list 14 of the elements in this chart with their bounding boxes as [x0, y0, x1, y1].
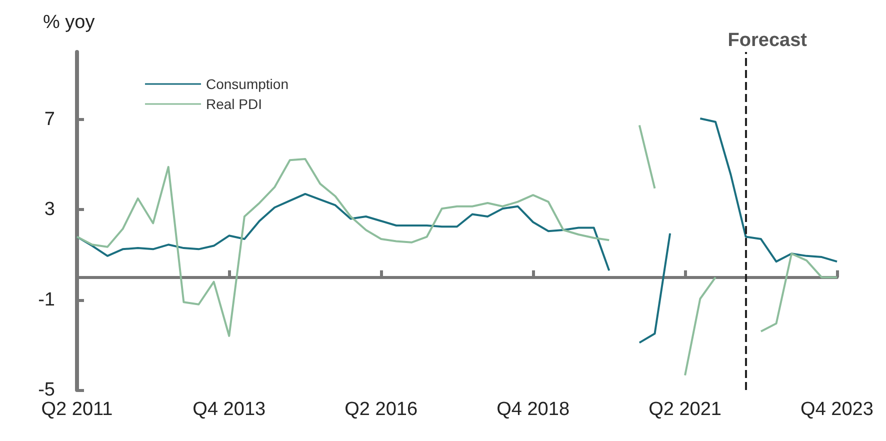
ref-line-label: Forecast: [728, 30, 808, 51]
legend-label: Real PDI: [206, 96, 262, 112]
x-tick-label: Q2 2011: [41, 399, 113, 420]
y-tick-label: -1: [38, 289, 55, 310]
y-tick-label: 3: [44, 199, 55, 220]
y-tick-label: 7: [44, 109, 55, 130]
x-tick-label: Q2 2016: [344, 399, 418, 420]
y-tick-label: -5: [38, 380, 55, 400]
x-tick-label: Q4 2023: [800, 399, 874, 420]
x-tick-label: Q4 2013: [192, 399, 266, 420]
y-axis-title: % yoy: [43, 12, 96, 33]
x-tick-label: Q4 2018: [496, 399, 570, 420]
legend-label: Consumption: [206, 76, 288, 92]
x-tick-label: Q2 2021: [648, 399, 722, 420]
